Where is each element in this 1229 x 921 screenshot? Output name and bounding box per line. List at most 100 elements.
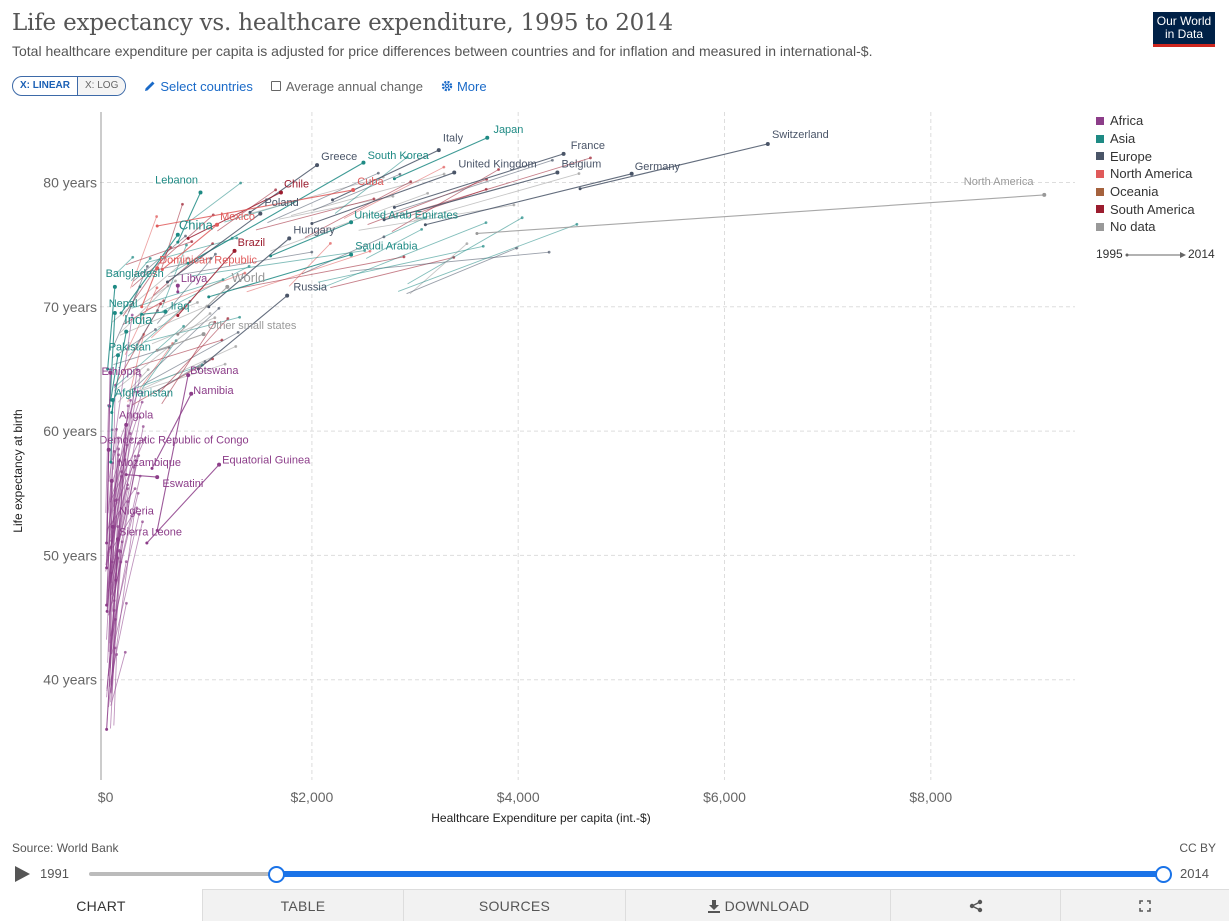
average-change-checkbox[interactable]: Average annual change — [270, 79, 423, 94]
legend-swatch — [1096, 169, 1104, 178]
label-belgium: Belgium — [562, 159, 602, 171]
background-trajectory — [330, 256, 454, 289]
background-trajectory — [131, 214, 214, 288]
tab-chart[interactable]: CHART — [0, 889, 202, 921]
background-trajectory-end — [125, 601, 128, 605]
end-point-united-arab-emirates — [349, 220, 354, 225]
label-democratic-republic-of-congo: Democratic Republic of Congo — [99, 435, 248, 447]
background-trajectory — [112, 286, 141, 349]
select-countries-button[interactable]: Select countries — [144, 79, 253, 94]
background-trajectory — [128, 364, 203, 392]
more-button[interactable]: More — [441, 79, 487, 94]
background-trajectory-end — [551, 158, 554, 162]
background-trajectory — [255, 198, 375, 231]
timeline-end-handle[interactable] — [1155, 866, 1172, 883]
x-linear-button[interactable]: X: LINEAR — [13, 77, 78, 95]
trajectory-japan — [394, 137, 488, 180]
legend-item[interactable]: North America — [1096, 165, 1195, 183]
background-trajectory-end — [138, 374, 142, 377]
background-trajectory — [127, 301, 191, 357]
legend-item[interactable]: South America — [1096, 200, 1195, 218]
end-point-botswana — [186, 373, 191, 378]
label-greece: Greece — [321, 151, 357, 163]
background-trajectory — [112, 476, 141, 599]
start-point-italy — [331, 198, 335, 202]
background-trajectory-end — [156, 309, 160, 312]
label-china: China — [179, 218, 214, 233]
background-trajectory — [187, 182, 241, 223]
end-point-nepal — [112, 311, 117, 316]
background-trajectory-end — [515, 246, 519, 250]
legend-item[interactable]: Africa — [1096, 112, 1195, 130]
logo-line-1: Our World — [1156, 14, 1212, 28]
play-icon[interactable] — [15, 866, 30, 882]
source-note[interactable]: Source: World Bank — [12, 841, 119, 855]
end-point-italy — [436, 148, 441, 153]
trajectory-nigeria — [106, 526, 114, 612]
background-trajectory — [161, 322, 216, 405]
x-tick-label: $0 — [98, 789, 114, 805]
start-point-nigeria — [105, 609, 109, 613]
background-trajectory-end — [391, 194, 395, 198]
start-point-dominican-republic — [140, 305, 144, 309]
background-trajectory — [301, 236, 385, 275]
start-point-brazil — [176, 314, 180, 318]
end-point-india — [124, 329, 129, 334]
background-trajectory-end — [133, 487, 137, 490]
legend-end-year: 2014 — [1188, 247, 1215, 261]
owid-logo[interactable]: Our World in Data — [1153, 12, 1215, 47]
background-trajectory-end — [140, 391, 144, 394]
end-point-belgium — [555, 170, 560, 175]
label-eswatini: Eswatini — [162, 478, 203, 490]
background-trajectory-end — [174, 279, 177, 283]
legend-label: Africa — [1110, 113, 1144, 129]
legend-item[interactable]: Europe — [1096, 147, 1195, 165]
background-trajectory-end — [124, 560, 128, 563]
start-point-greece — [248, 210, 252, 214]
background-trajectory — [108, 314, 133, 482]
label-botswana: Botswana — [190, 365, 239, 377]
end-point-angola — [124, 422, 129, 427]
label-united-kingdom: United Kingdom — [458, 159, 536, 171]
legend-item[interactable]: Oceania — [1096, 183, 1195, 201]
background-trajectory — [133, 346, 236, 394]
license-label[interactable]: CC BY — [1179, 841, 1216, 855]
legend-item[interactable]: No data — [1096, 218, 1195, 236]
end-point-nigeria — [110, 524, 115, 529]
end-point-world — [225, 284, 230, 289]
chart-axes: 40 years 50 years 60 years 70 years 80 years… — [11, 112, 952, 825]
tab-download[interactable]: DOWNLOAD — [625, 890, 890, 921]
legend-item[interactable]: Asia — [1096, 130, 1195, 148]
timeline-start-handle[interactable] — [268, 866, 285, 883]
tab-sources[interactable]: SOURCES — [403, 890, 625, 921]
background-trajectory-end — [238, 315, 242, 319]
fullscreen-button[interactable] — [1060, 890, 1229, 921]
background-trajectory-end — [234, 345, 238, 348]
background-trajectory-end — [190, 240, 194, 243]
x-scale-toggle[interactable]: X: LINEAR X: LOG — [12, 76, 127, 96]
more-label: More — [456, 78, 487, 94]
end-point-other-small-states — [201, 332, 206, 337]
trajectory-namibia — [151, 393, 192, 469]
end-point-libya — [175, 283, 180, 288]
end-point-mexico — [215, 222, 220, 227]
end-point-dominican-republic — [155, 266, 160, 271]
share-button[interactable] — [890, 890, 1060, 921]
end-point-saudi-arabia — [349, 252, 354, 257]
x-log-button[interactable]: X: LOG — [78, 77, 126, 95]
end-point-united-kingdom — [452, 170, 457, 175]
start-point-germany — [423, 223, 427, 227]
background-trajectory — [131, 279, 224, 309]
background-trajectory-end — [213, 316, 217, 320]
background-trajectory — [160, 204, 183, 270]
trajectory-lebanon — [177, 192, 201, 243]
background-trajectory — [122, 300, 164, 326]
start-point-lebanon — [176, 240, 180, 244]
y-tick-label: 70 years — [43, 299, 97, 315]
label-other-small-states: Other small states — [208, 320, 297, 332]
start-point-namibia — [150, 466, 154, 470]
trajectory-afghanistan — [110, 400, 114, 463]
tab-table[interactable]: TABLE — [202, 890, 403, 921]
end-point-mozambique — [109, 478, 114, 483]
background-trajectory-end — [166, 284, 170, 288]
